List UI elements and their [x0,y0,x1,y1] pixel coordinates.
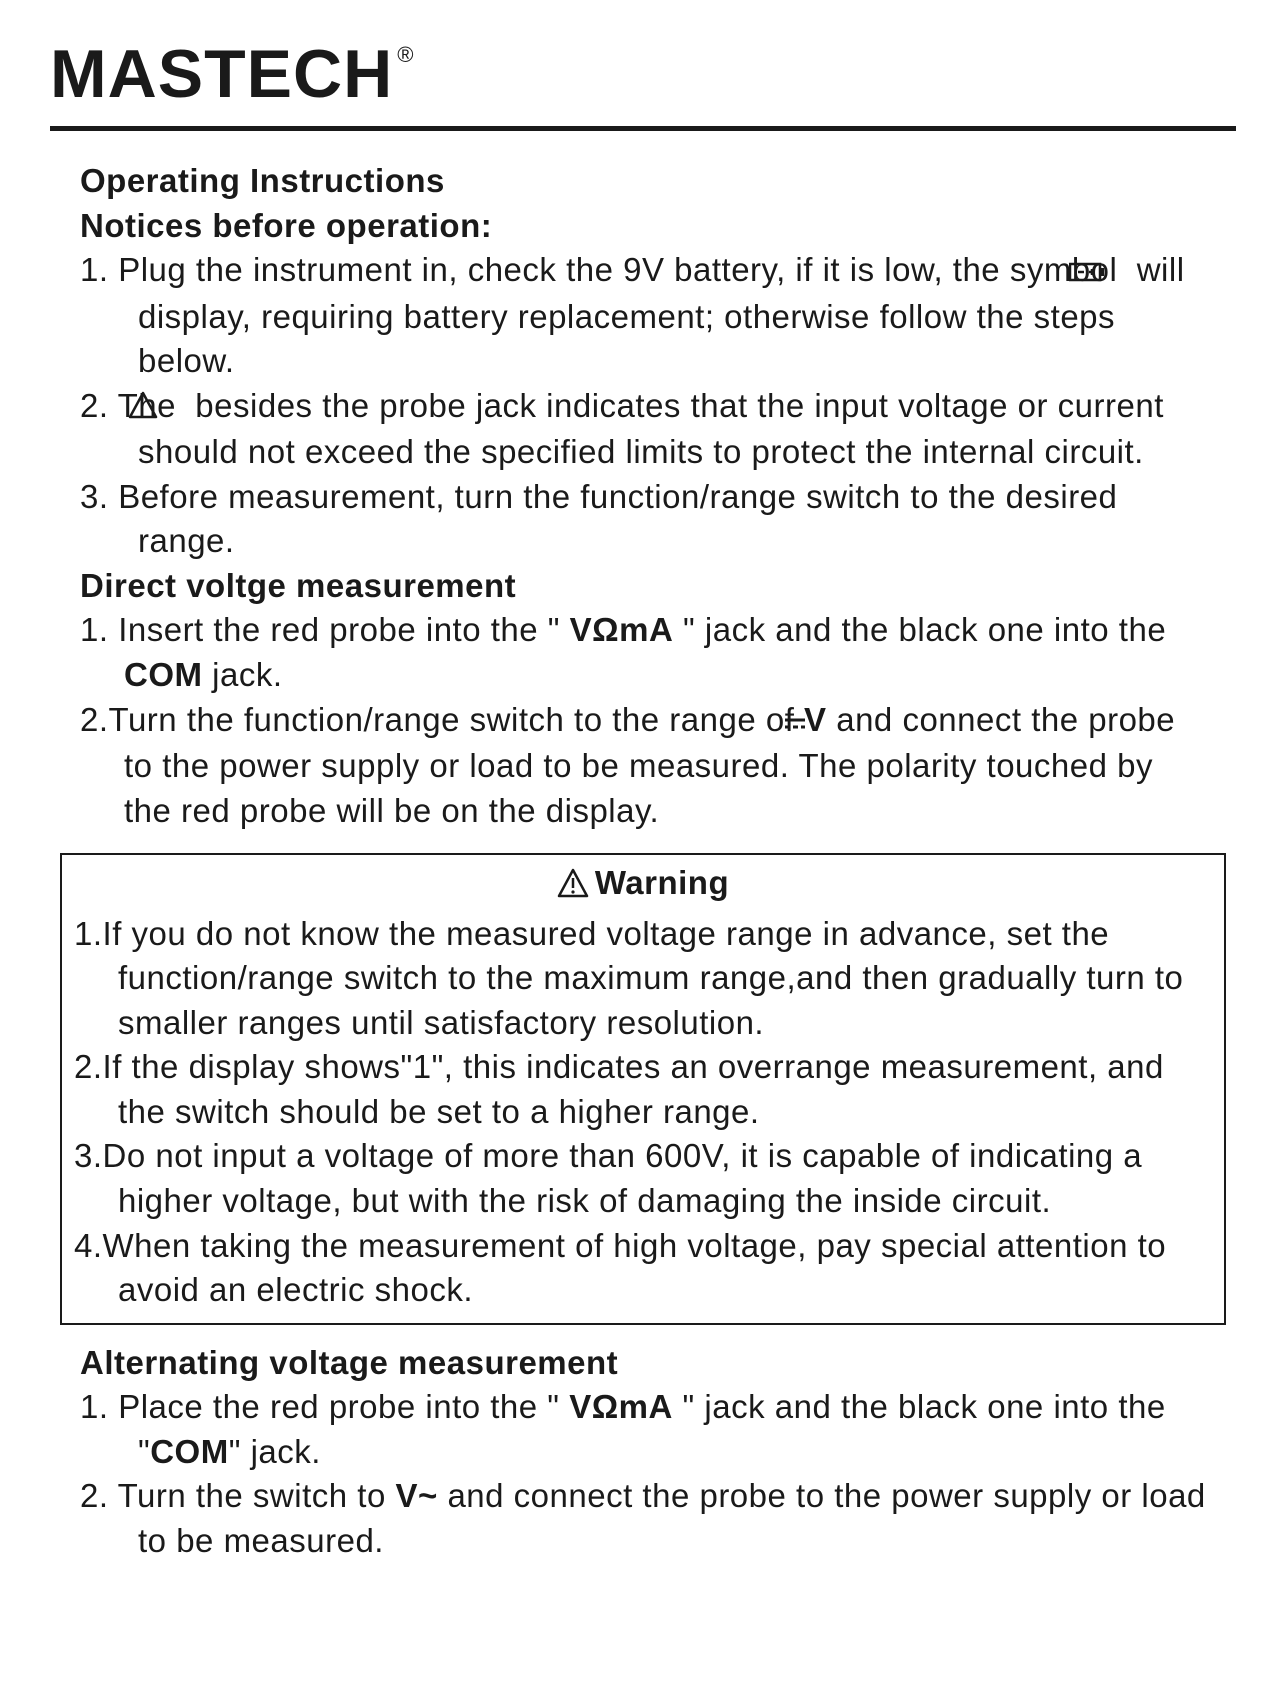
content-body: Operating Instructions Notices before op… [50,159,1236,1563]
warning-item: 1.If you do not know the measured voltag… [74,912,1212,1046]
alt-list: 1. Place the red probe into the " VΩmA "… [80,1385,1206,1563]
jack-label: VΩmA [570,611,674,648]
alt-item-1: 1. Place the red probe into the " VΩmA "… [80,1385,1206,1474]
warning-item: 2.If the display shows"1", this indicate… [74,1045,1212,1134]
section-heading-alternating: Alternating voltage measurement [80,1341,1206,1386]
notice-item-2: 2. The besides the probe jack indicates … [80,384,1206,475]
text: 1. Plug the instrument in, check the 9V … [80,251,1127,288]
brand-wordmark: MASTECH [50,40,393,108]
warning-heading: Warning [74,861,1212,910]
jack-label: COM [150,1433,229,1470]
warning-box: Warning 1.If you do not know the measure… [60,853,1226,1324]
direct-list: 1. Insert the red probe into the " VΩmA … [80,608,1206,833]
direct-item-2: 2.Turn the function/range switch to the … [80,698,1206,834]
notice-item-3: 3. Before measurement, turn the function… [80,475,1206,564]
text: " jack. [229,1433,321,1470]
section-heading-operating: Operating Instructions [80,159,1206,204]
document-page: MASTECH ® Operating Instructions Notices… [0,0,1286,1623]
range-label: V [804,701,827,738]
warning-item: 3.Do not input a voltage of more than 60… [74,1134,1212,1223]
alt-item-2: 2. Turn the switch to V~ and connect the… [80,1474,1206,1563]
header-rule [50,126,1236,131]
notice-item-1: 1. Plug the instrument in, check the 9V … [80,248,1206,384]
section-heading-direct: Direct voltge measurement [80,564,1206,609]
text: jack. [203,656,283,693]
jack-label: COM [124,656,203,693]
text: 1. Insert the red probe into the " [80,611,570,648]
range-label: V~ [395,1477,437,1514]
notices-list: 1. Plug the instrument in, check the 9V … [80,248,1206,564]
jack-label: VΩmA [569,1388,673,1425]
text: 2.Turn the function/range switch to the … [80,701,804,738]
brand-header: MASTECH ® [50,40,1236,108]
text: 2. Turn the switch to [80,1477,395,1514]
warning-triangle-icon [557,865,589,910]
text: " jack and the black one into the [673,611,1166,648]
text: 1. Place the red probe into the " [80,1388,569,1425]
text: besides the probe jack indicates that th… [138,387,1164,471]
warning-item: 4.When taking the measurement of high vo… [74,1224,1212,1313]
text: 3. Before measurement, turn the function… [80,478,1117,560]
registered-mark: ® [397,42,413,68]
warning-title-text: Warning [595,864,729,901]
warning-list: 1.If you do not know the measured voltag… [74,912,1212,1313]
section-heading-notices: Notices before operation: [80,204,1206,249]
direct-item-1: 1. Insert the red probe into the " VΩmA … [80,608,1206,697]
